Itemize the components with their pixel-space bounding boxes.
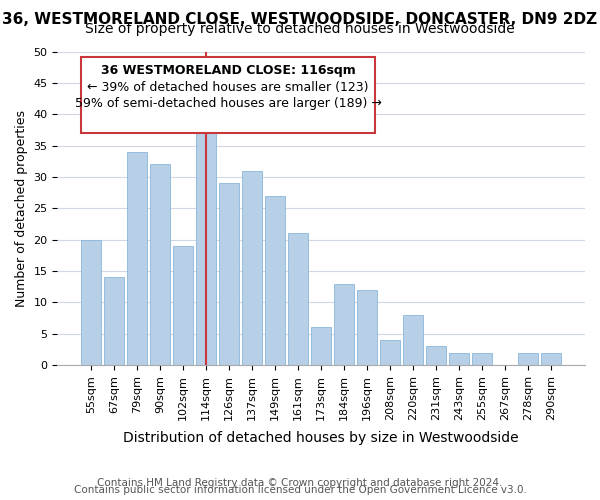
Bar [334, 284, 354, 365]
Bar [311, 328, 331, 365]
Text: 59% of semi-detached houses are larger (189) →: 59% of semi-detached houses are larger (… [74, 96, 382, 110]
Bar [403, 315, 423, 365]
Bar [518, 352, 538, 365]
Bar [151, 164, 170, 365]
Bar [449, 352, 469, 365]
Bar [265, 196, 285, 365]
Text: 36, WESTMORELAND CLOSE, WESTWOODSIDE, DONCASTER, DN9 2DZ: 36, WESTMORELAND CLOSE, WESTWOODSIDE, DO… [2, 12, 598, 28]
Bar [173, 246, 193, 365]
Text: Contains public sector information licensed under the Open Government Licence v3: Contains public sector information licen… [74, 485, 526, 495]
Text: Contains HM Land Registry data © Crown copyright and database right 2024.: Contains HM Land Registry data © Crown c… [97, 478, 503, 488]
Bar [472, 352, 492, 365]
Bar [289, 234, 308, 365]
Bar [541, 352, 561, 365]
Bar [196, 114, 216, 365]
Bar [380, 340, 400, 365]
Bar [104, 277, 124, 365]
Bar [82, 240, 101, 365]
Bar [427, 346, 446, 365]
Text: ← 39% of detached houses are smaller (123): ← 39% of detached houses are smaller (12… [87, 81, 369, 94]
X-axis label: Distribution of detached houses by size in Westwoodside: Distribution of detached houses by size … [124, 431, 519, 445]
Bar [127, 152, 147, 365]
Bar [242, 170, 262, 365]
Bar [358, 290, 377, 365]
Y-axis label: Number of detached properties: Number of detached properties [15, 110, 28, 307]
Text: 36 WESTMORELAND CLOSE: 116sqm: 36 WESTMORELAND CLOSE: 116sqm [101, 64, 355, 77]
Text: Size of property relative to detached houses in Westwoodside: Size of property relative to detached ho… [85, 22, 515, 36]
Bar [220, 183, 239, 365]
